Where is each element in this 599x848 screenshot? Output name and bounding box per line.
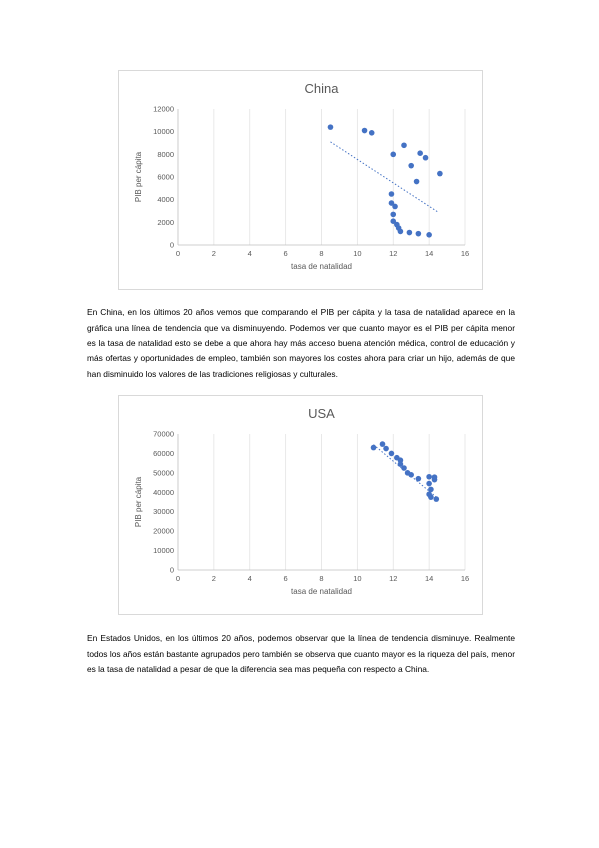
x-tick-label: 14 xyxy=(425,249,433,258)
data-point xyxy=(417,150,423,156)
y-tick-label: 20000 xyxy=(153,527,174,536)
data-point xyxy=(426,232,432,238)
data-point xyxy=(437,170,443,177)
x-tick-label: 0 xyxy=(176,574,180,583)
data-point xyxy=(379,441,386,447)
trendline xyxy=(330,141,439,213)
data-point xyxy=(433,496,440,502)
x-tick-label: 4 xyxy=(248,574,252,583)
x-tick-label: 14 xyxy=(425,574,433,583)
y-tick-label: 4000 xyxy=(157,195,174,204)
y-tick-label: 10000 xyxy=(153,127,174,136)
x-axis-title: tasa de natalidad xyxy=(291,262,352,271)
y-tick-label: 12000 xyxy=(153,105,174,114)
x-tick-label: 10 xyxy=(353,249,361,258)
y-tick-label: 70000 xyxy=(153,430,174,439)
usa-chart: USA 0 2 4 6 8 10 12 14 16 0 10000 20000 30000 40000 500… xyxy=(118,395,483,615)
data-point xyxy=(388,191,395,197)
x-tick-label: 10 xyxy=(353,574,361,583)
x-tick-label: 2 xyxy=(212,574,216,583)
data-point xyxy=(392,203,398,210)
data-point xyxy=(390,218,397,224)
x-tick-label: 4 xyxy=(248,249,252,258)
data-point xyxy=(388,450,395,457)
china-paragraph: En China, en los últimos 20 años vemos q… xyxy=(87,307,515,379)
y-tick-label: 8000 xyxy=(157,150,174,159)
data-point xyxy=(361,127,368,134)
data-point xyxy=(388,200,395,206)
data-point xyxy=(426,473,432,480)
chart-title: USA xyxy=(308,406,335,421)
data-point xyxy=(397,457,404,464)
x-tick-label: 0 xyxy=(176,249,180,258)
y-tick-label: 0 xyxy=(170,566,174,575)
usa-paragraph: En Estados Unidos, en los últimos 20 año… xyxy=(87,633,515,674)
data-point xyxy=(368,130,375,136)
y-tick-label: 30000 xyxy=(153,507,174,516)
x-axis-title: tasa de natalidad xyxy=(291,587,352,596)
data-point xyxy=(428,494,434,500)
y-tick-label: 2000 xyxy=(157,218,174,227)
y-tick-label: 0 xyxy=(170,241,174,250)
china-scatter-plot: China 0 2 4 6 8 10 12 14 16 0 2000 4000 6000 8000 10000… xyxy=(134,81,469,271)
data-point xyxy=(408,472,414,478)
data-point xyxy=(422,154,429,161)
data-point xyxy=(406,229,413,236)
data-point xyxy=(401,142,407,149)
data-point xyxy=(397,228,404,235)
trendline xyxy=(373,444,437,498)
data-point xyxy=(431,476,438,483)
usa-scatter-plot: USA 0 2 4 6 8 10 12 14 16 0 10000 20000 30000 40000 500… xyxy=(134,406,469,596)
china-chart: China 0 2 4 6 8 10 12 14 16 0 2000 4000 6000 8000 10000… xyxy=(118,70,483,290)
x-tick-label: 12 xyxy=(389,574,397,583)
y-tick-label: 50000 xyxy=(153,468,174,477)
x-tick-label: 6 xyxy=(284,574,288,583)
y-tick-label: 40000 xyxy=(153,488,174,497)
y-tick-label: 6000 xyxy=(157,173,174,182)
x-tick-label: 8 xyxy=(319,574,323,583)
data-point xyxy=(426,480,432,487)
y-tick-label: 10000 xyxy=(153,546,174,555)
data-point xyxy=(383,445,389,452)
x-tick-label: 6 xyxy=(284,249,288,258)
data-point xyxy=(415,230,422,237)
y-tick-label: 60000 xyxy=(153,449,174,458)
data-point xyxy=(401,465,407,471)
x-tick-label: 16 xyxy=(461,249,469,258)
chart-title: China xyxy=(305,81,340,96)
data-point xyxy=(413,178,420,185)
data-point xyxy=(415,475,422,482)
x-tick-label: 16 xyxy=(461,574,469,583)
x-tick-label: 2 xyxy=(212,249,216,258)
data-point xyxy=(397,461,404,467)
data-point xyxy=(327,124,334,130)
x-tick-label: 12 xyxy=(389,249,397,258)
y-axis-title: PIB per cápita xyxy=(134,476,143,527)
data-point xyxy=(408,162,414,169)
data-point xyxy=(390,151,397,158)
x-tick-label: 8 xyxy=(319,249,323,258)
y-axis-title: PIB per cápita xyxy=(134,151,143,202)
data-point xyxy=(390,211,397,218)
data-point xyxy=(428,486,434,493)
data-point xyxy=(370,444,377,451)
